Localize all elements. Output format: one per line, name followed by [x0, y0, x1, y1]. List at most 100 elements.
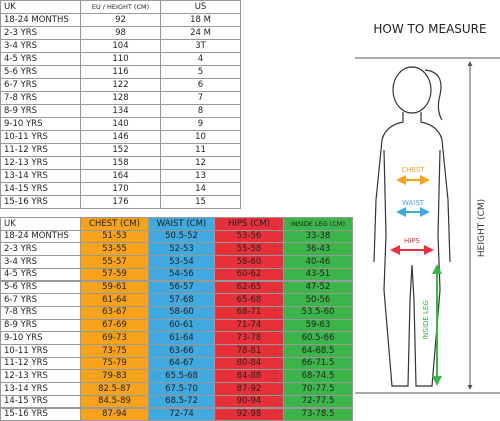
table-cell: 72-74	[148, 408, 215, 421]
table-cell: INSIDE LEG (CM)	[283, 217, 353, 231]
table-cell: 9-10 YRS	[0, 117, 81, 131]
table-cell: 80-84	[214, 357, 284, 371]
table-cell: 12	[160, 156, 241, 170]
table-cell: 63-66	[148, 344, 215, 358]
table-cell: 68-74.5	[283, 369, 353, 383]
table-cell: 90-94	[214, 395, 284, 409]
table-cell: 53-56	[214, 230, 284, 244]
table-cell: 51-53	[80, 230, 149, 244]
table-cell: UK	[0, 0, 81, 14]
table-cell: 6	[160, 78, 241, 92]
table-cell: 60.5-66	[283, 331, 353, 345]
table-cell: UK	[0, 217, 81, 231]
table-cell: 9-10 YRS	[0, 331, 81, 345]
table-cell: 70-77.5	[283, 382, 353, 396]
table-cell: 12-13 YRS	[0, 156, 81, 170]
table-cell: 72-77.5	[283, 395, 353, 409]
table-cell: 5-6 YRS	[0, 281, 81, 295]
table-cell: 59-61	[80, 281, 149, 295]
table-cell: 5-6 YRS	[0, 65, 81, 79]
table-cell: 87-94	[80, 408, 149, 421]
table-cell: 13	[160, 169, 241, 183]
table-cell: 14-15 YRS	[0, 182, 81, 196]
table-cell: 7-8 YRS	[0, 306, 81, 320]
table-cell: 164	[80, 169, 161, 183]
table-cell: 40-46	[283, 255, 353, 269]
table-cell: 3-4 YRS	[0, 255, 81, 269]
table-cell: 128	[80, 91, 161, 105]
table-cell: 134	[80, 104, 161, 118]
table-cell: 53-54	[148, 255, 215, 269]
table-cell: 4-5 YRS	[0, 268, 81, 282]
table-cell: 170	[80, 182, 161, 196]
table-cell: 50.5-52	[148, 230, 215, 244]
table-cell: 10-11 YRS	[0, 130, 81, 144]
table-cell: 15-16 YRS	[0, 195, 81, 209]
table-cell: 14	[160, 182, 241, 196]
table-cell: 59-63	[283, 319, 353, 333]
table-cell: 3T	[160, 39, 241, 53]
table-cell: 7-8 YRS	[0, 91, 81, 105]
table-cell: 7	[160, 91, 241, 105]
table-cell: 11	[160, 143, 241, 157]
table-cell: 9	[160, 117, 241, 131]
table-cell: 67.5-70	[148, 382, 215, 396]
table-cell: 84.5-89	[80, 395, 149, 409]
table-cell: 82.5-87	[80, 382, 149, 396]
table-cell: 10-11 YRS	[0, 344, 81, 358]
table-cell: 75-79	[80, 357, 149, 371]
figure	[374, 67, 450, 386]
table-cell: 69-73	[80, 331, 149, 345]
table-cell: 52-53	[148, 242, 215, 256]
table-cell: 78-81	[214, 344, 284, 358]
table-cell: 53-55	[80, 242, 149, 256]
table-cell: 87-92	[214, 382, 284, 396]
table-cell: 4-5 YRS	[0, 52, 81, 66]
hips-label: HIPS	[404, 237, 421, 245]
table-cell: 2-3 YRS	[0, 242, 81, 256]
table-cell: 4	[160, 52, 241, 66]
table-cell: 5	[160, 65, 241, 79]
table-cell: 2-3 YRS	[0, 26, 81, 40]
table-cell: 18-24 MONTHS	[0, 230, 81, 244]
table-cell: 14-15 YRS	[0, 395, 81, 409]
leg-label: INSIDE LEG	[422, 300, 430, 340]
table-cell: 110	[80, 52, 161, 66]
table-cell: US	[160, 0, 241, 14]
table-cell: 79-83	[80, 369, 149, 383]
table-cell: CHEST (CM)	[80, 217, 149, 231]
table-cell: 92	[80, 13, 161, 27]
table-cell: 13-14 YRS	[0, 382, 81, 396]
table-cell: 92-98	[214, 408, 284, 421]
table-cell: 8-9 YRS	[0, 319, 81, 333]
table-cell: 57-59	[80, 268, 149, 282]
table-cell: 61-64	[148, 331, 215, 345]
table-cell: 146	[80, 130, 161, 144]
table-cell: 12-13 YRS	[0, 369, 81, 383]
table-cell: 47-52	[283, 281, 353, 295]
table-cell: 10	[160, 130, 241, 144]
table-cell: 15	[160, 195, 241, 209]
table-cell: 57-68	[148, 293, 215, 307]
table-cell: EU / HEIGHT (CM)	[80, 0, 161, 14]
table-cell: 55-57	[80, 255, 149, 269]
table-cell: 73-78	[214, 331, 284, 345]
table-cell: 3-4 YRS	[0, 39, 81, 53]
table-cell: 68.5-72	[148, 395, 215, 409]
table-cell: 18-24 MONTHS	[0, 13, 81, 27]
table-cell: 18 M	[160, 13, 241, 27]
table-cell: 152	[80, 143, 161, 157]
table-cell: 8	[160, 104, 241, 118]
table-cell: 11-12 YRS	[0, 357, 81, 371]
table-cell: 122	[80, 78, 161, 92]
table-cell: 65-68	[214, 293, 284, 307]
table-cell: 71-74	[214, 319, 284, 333]
table-cell: 58-60	[214, 255, 284, 269]
table-cell: 73-78.5	[283, 408, 353, 421]
table-cell: 60-61	[148, 319, 215, 333]
table-cell: 6-7 YRS	[0, 293, 81, 307]
table-cell: 67-69	[80, 319, 149, 333]
table-cell: HIPS (CM)	[214, 217, 284, 231]
table-cell: 8-9 YRS	[0, 104, 81, 118]
table-cell: 116	[80, 65, 161, 79]
